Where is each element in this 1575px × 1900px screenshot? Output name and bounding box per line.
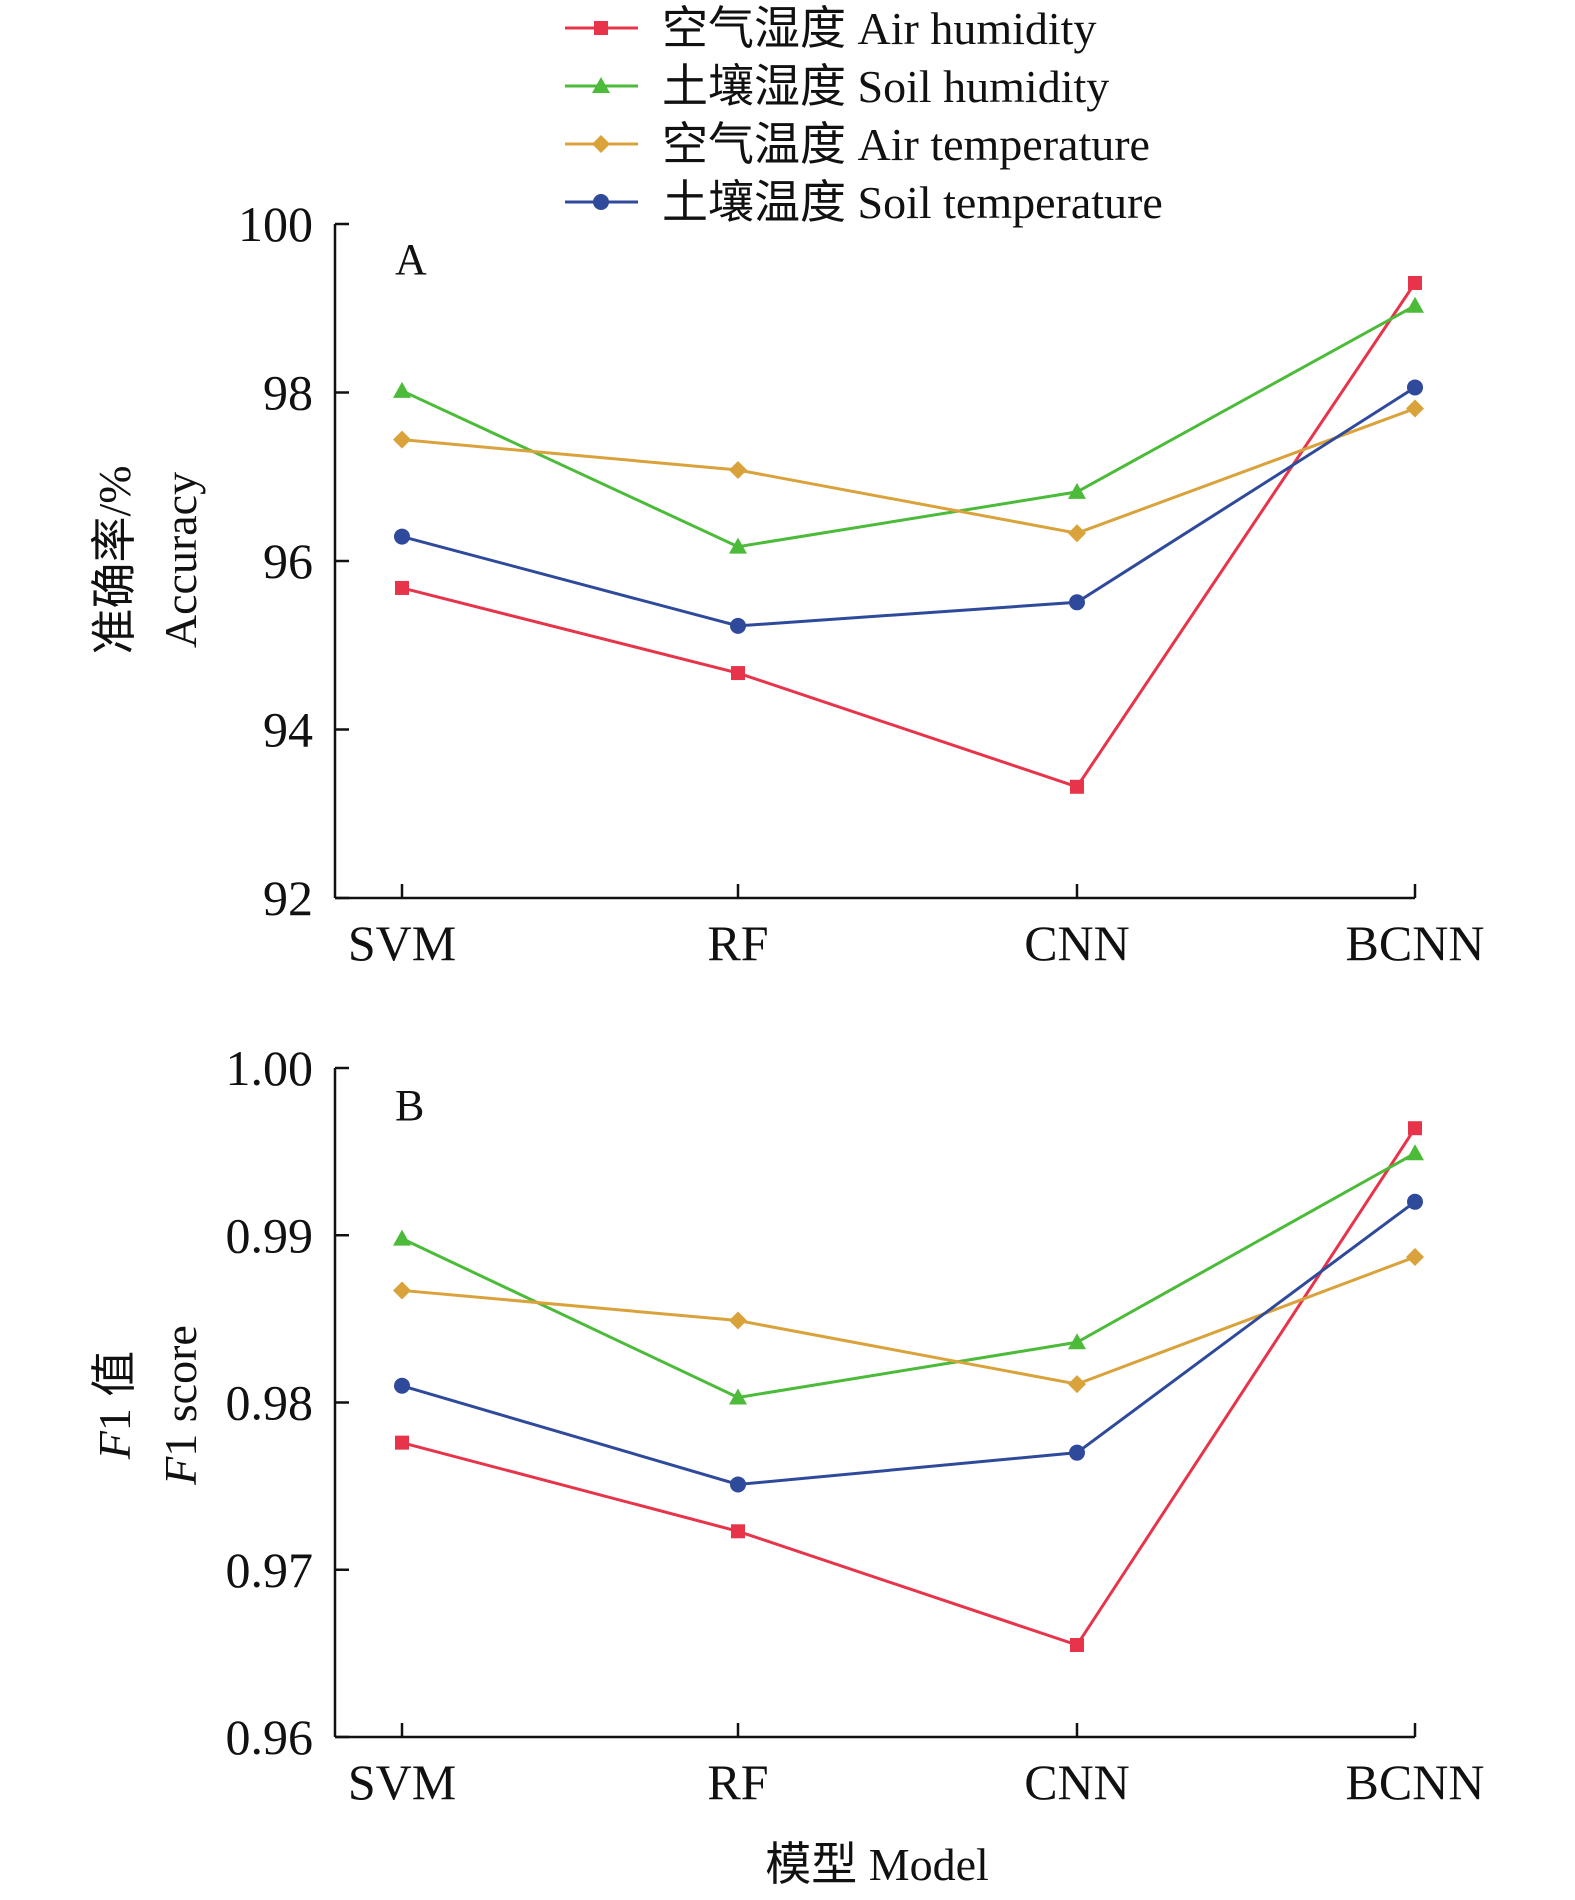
y-tick-label: 92 bbox=[263, 870, 313, 926]
data-point bbox=[731, 1524, 745, 1539]
data-point bbox=[394, 528, 410, 545]
y-tick-label: 94 bbox=[263, 702, 313, 758]
x-tick-label: SVM bbox=[348, 1754, 456, 1810]
data-point bbox=[1408, 1121, 1422, 1136]
data-point bbox=[730, 1476, 746, 1493]
series-circle bbox=[394, 379, 1423, 634]
y-tick-label: 96 bbox=[263, 533, 313, 589]
accuracy-panel: A 准确率/% Accuracy 92 94 96 98 100 SVM RF CNN BCNN bbox=[89, 196, 1484, 971]
legend-entry: 空气湿度 Air humidity bbox=[565, 3, 1096, 54]
y-tick-label: 0.98 bbox=[226, 1375, 314, 1431]
y-axis-title-cn: F1 值 bbox=[89, 1351, 140, 1461]
panel-label-b: B bbox=[395, 1081, 424, 1130]
y-axis-title-f1: F1 值 F1 score bbox=[89, 1325, 206, 1486]
legend-marker bbox=[594, 21, 608, 35]
data-point bbox=[729, 461, 747, 480]
data-point bbox=[1406, 1144, 1424, 1161]
series-square bbox=[395, 1121, 1422, 1653]
y-axis-title-cn-rest: 1 值 bbox=[89, 1351, 140, 1432]
y-tick-label: 0.99 bbox=[226, 1207, 314, 1263]
series-triangle bbox=[393, 1144, 1424, 1405]
x-tick-label: RF bbox=[707, 1754, 768, 1810]
y-axis-title-en: F1 score bbox=[155, 1325, 206, 1486]
y-tick-label: 0.96 bbox=[226, 1709, 314, 1765]
series-line bbox=[401, 386, 1416, 628]
legend-label: 空气湿度 Air humidity bbox=[662, 3, 1096, 54]
y-tick-label: 98 bbox=[263, 365, 313, 421]
y-axis-title-en: Accuracy bbox=[155, 472, 206, 648]
data-point bbox=[1407, 1193, 1423, 1210]
chart-legend: 空气湿度 Air humidity 土壤湿度 Soil humidity 空气温度 … bbox=[565, 3, 1163, 228]
f1-score-panel: B F1 值 F1 score 0.96 0.97 0.98 0.99 1.00 SVM R… bbox=[89, 1040, 1484, 1810]
series-line bbox=[401, 407, 1416, 535]
data-point bbox=[1070, 779, 1084, 794]
data-point bbox=[394, 1377, 410, 1394]
data-point bbox=[1068, 1375, 1086, 1394]
data-point bbox=[395, 1435, 409, 1450]
data-point bbox=[1407, 379, 1423, 396]
data-point bbox=[393, 1229, 411, 1246]
series-circle bbox=[394, 1193, 1423, 1493]
data-point bbox=[729, 537, 747, 554]
legend-entry: 土壤温度 Soil temperature bbox=[565, 177, 1163, 228]
x-tick-label: SVM bbox=[348, 915, 456, 971]
data-point bbox=[1406, 296, 1424, 313]
data-point bbox=[729, 1388, 747, 1405]
legend-label: 土壤湿度 Soil humidity bbox=[662, 61, 1109, 112]
y-axis-title-cn: 准确率/% bbox=[89, 465, 140, 654]
series-line bbox=[401, 1200, 1416, 1486]
data-point bbox=[393, 430, 411, 449]
x-tick-label: CNN bbox=[1024, 915, 1130, 971]
x-tick-label: BCNN bbox=[1346, 1754, 1485, 1810]
x-axis-title: 模型 Model bbox=[765, 1839, 989, 1890]
series-square bbox=[395, 275, 1422, 794]
data-point bbox=[1068, 524, 1086, 543]
data-point bbox=[1406, 399, 1424, 418]
data-point bbox=[1069, 1444, 1085, 1461]
data-point bbox=[393, 1281, 411, 1300]
legend-marker bbox=[592, 135, 610, 153]
series-line bbox=[401, 1255, 1416, 1386]
series-diamond bbox=[393, 1247, 1424, 1394]
data-point bbox=[730, 617, 746, 634]
x-tick-label: CNN bbox=[1024, 1754, 1130, 1810]
legend-label: 空气温度 Air temperature bbox=[662, 119, 1150, 170]
series-line bbox=[401, 304, 1416, 549]
series-triangle bbox=[393, 296, 1424, 554]
legend-label: 土壤温度 Soil temperature bbox=[662, 177, 1163, 228]
legend-entry: 空气温度 Air temperature bbox=[565, 119, 1150, 170]
legend-marker bbox=[593, 194, 609, 210]
data-point bbox=[729, 1311, 747, 1330]
series-line bbox=[401, 282, 1417, 789]
data-point bbox=[395, 580, 409, 595]
y-tick-label: 0.97 bbox=[226, 1542, 314, 1598]
series-line bbox=[401, 1127, 1417, 1647]
data-point bbox=[1068, 1333, 1086, 1350]
data-point bbox=[1408, 275, 1422, 290]
x-tick-label: BCNN bbox=[1346, 915, 1485, 971]
series-line bbox=[401, 1151, 1416, 1400]
panel-label-a: A bbox=[395, 235, 427, 284]
data-point bbox=[393, 381, 411, 398]
y-tick-label: 1.00 bbox=[226, 1040, 314, 1096]
series-diamond bbox=[393, 399, 1424, 543]
y-axis-title-accuracy: 准确率/% Accuracy bbox=[89, 465, 206, 654]
legend-entry: 土壤湿度 Soil humidity bbox=[565, 61, 1109, 112]
data-point bbox=[731, 666, 745, 681]
data-point bbox=[1068, 482, 1086, 499]
y-tick-label: 100 bbox=[238, 196, 313, 252]
x-tick-label: RF bbox=[707, 915, 768, 971]
legend-marker bbox=[592, 77, 610, 93]
data-point bbox=[1406, 1247, 1424, 1266]
data-point bbox=[1070, 1638, 1084, 1653]
data-point bbox=[1069, 594, 1085, 611]
